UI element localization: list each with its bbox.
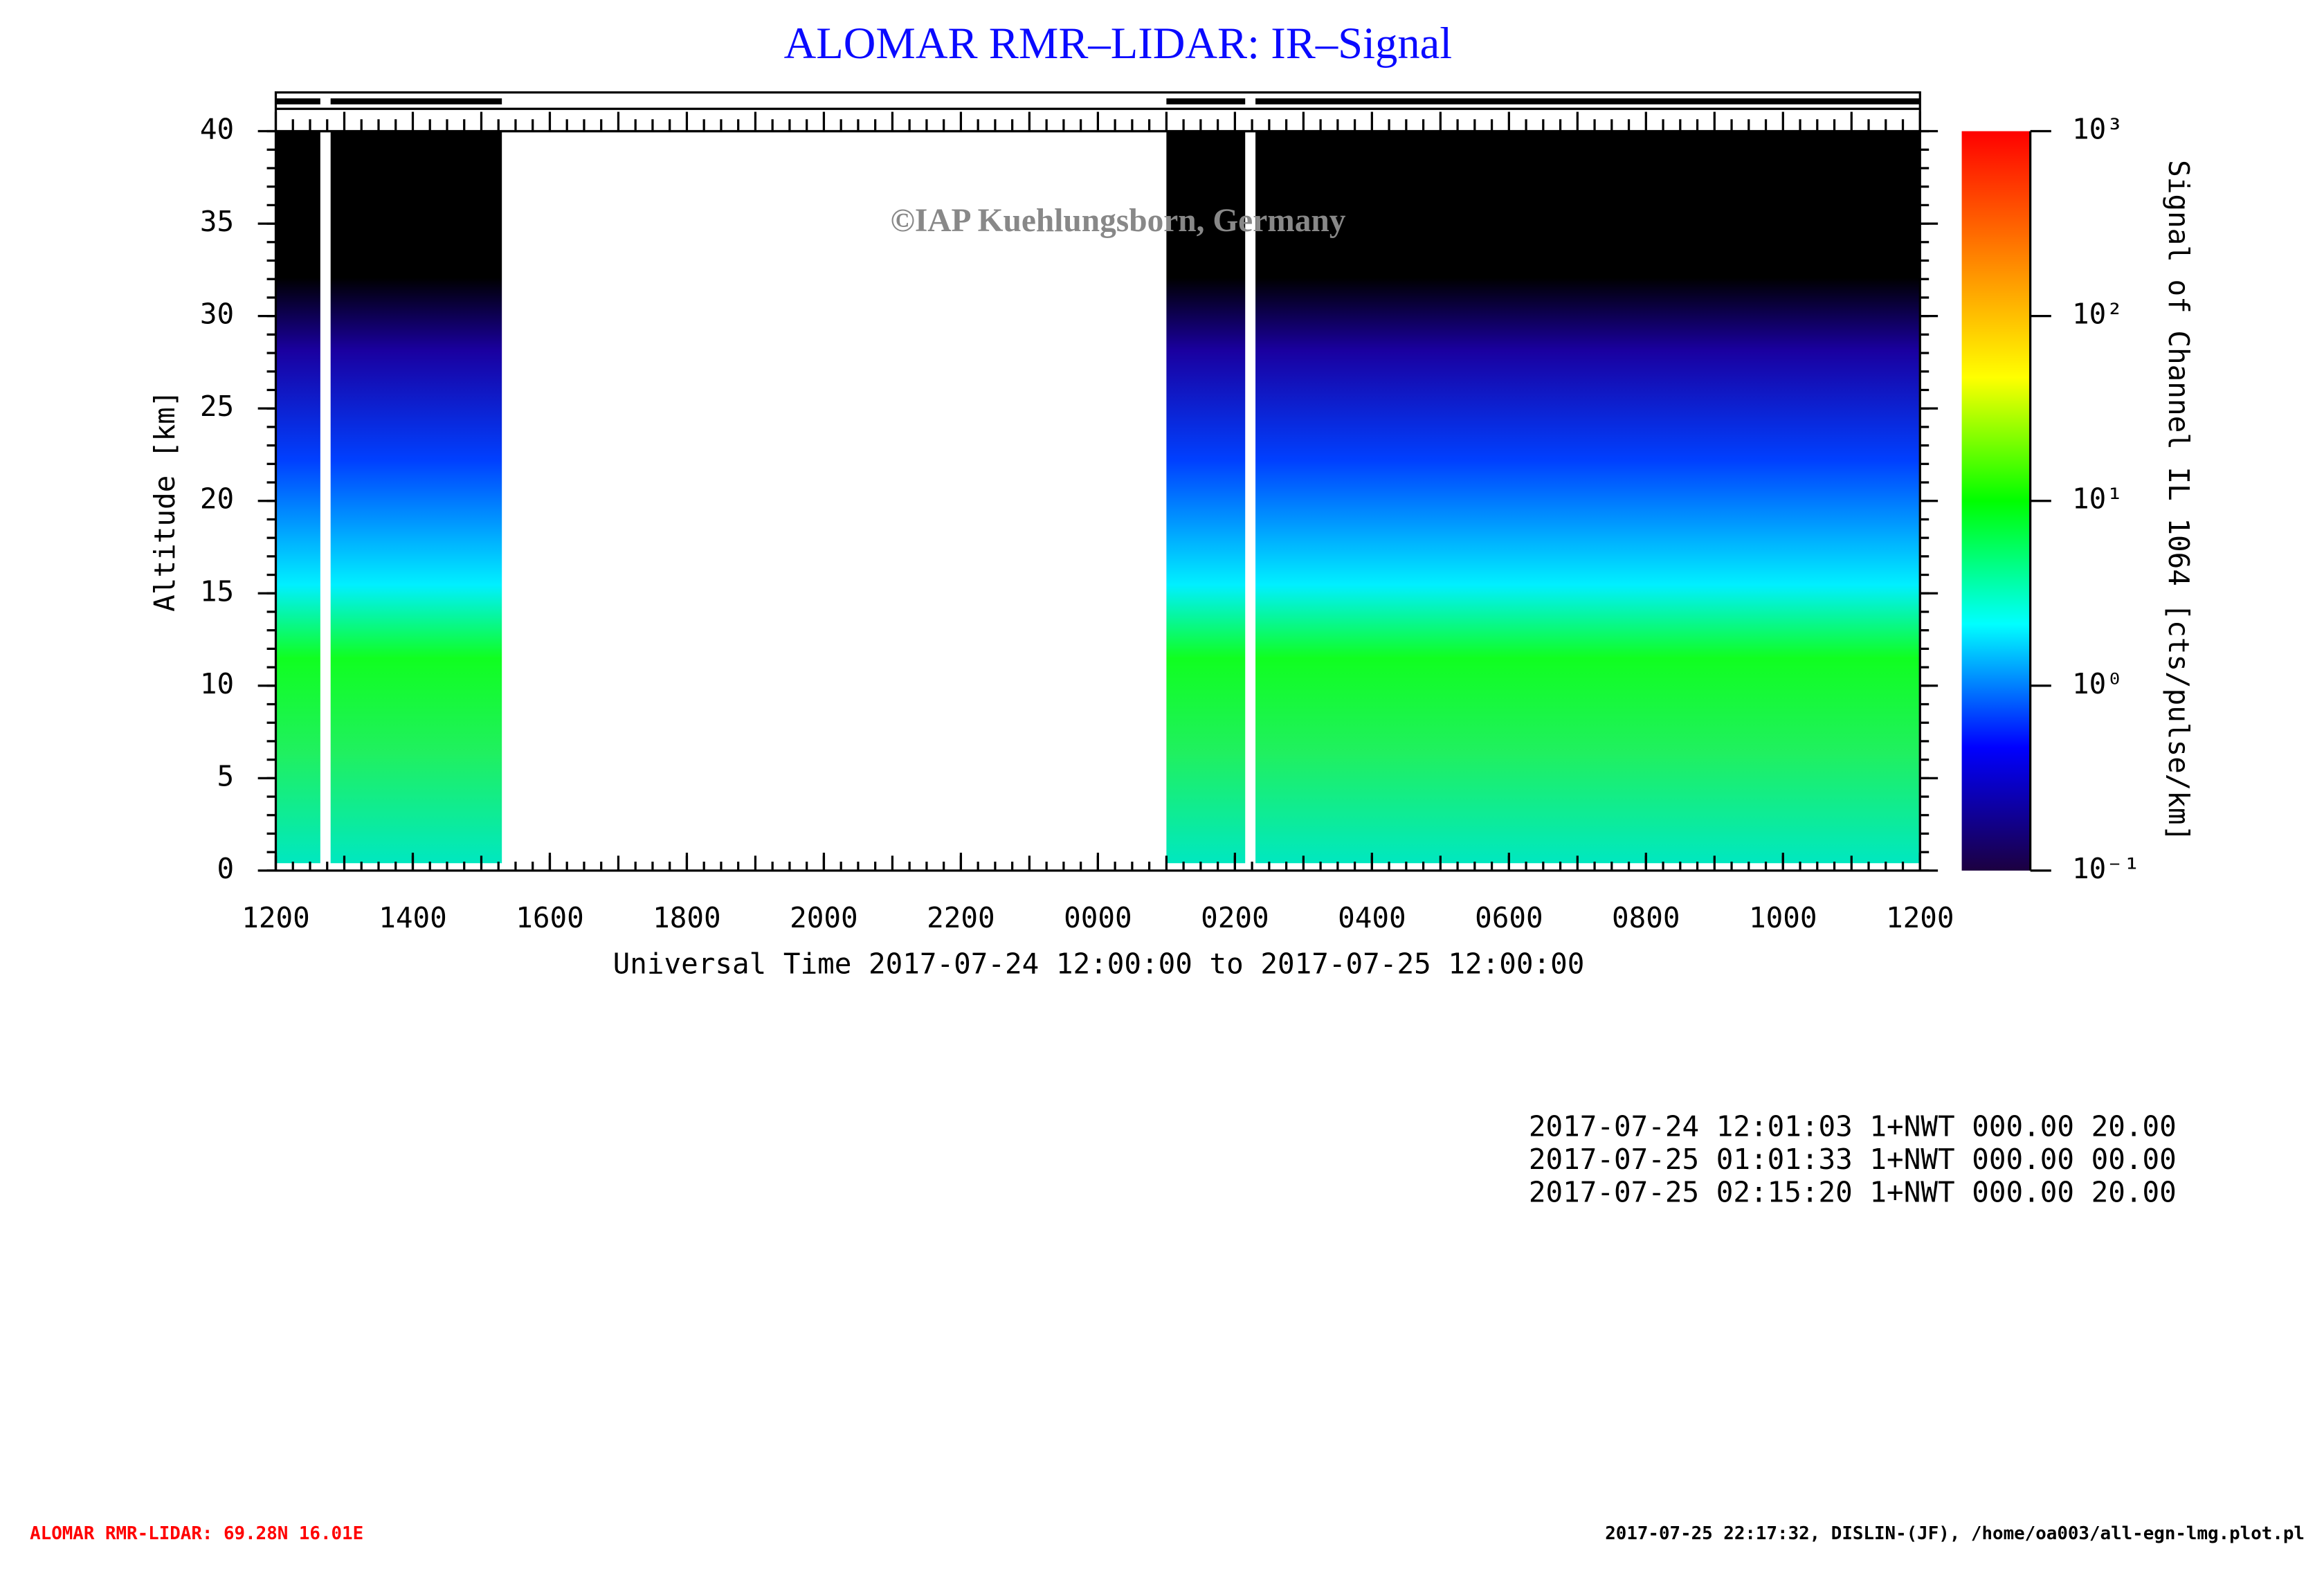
- x-tick-label: 1400: [379, 901, 447, 934]
- x-tick-label: 1800: [653, 901, 721, 934]
- x-tick-label: 2200: [927, 901, 995, 934]
- colorbar-tick-label: 10³: [2072, 113, 2123, 146]
- data-availability-bar: [330, 98, 502, 105]
- colorbar-tick-label: 10⁻¹: [2072, 852, 2141, 885]
- x-tick-label: 0600: [1475, 901, 1543, 934]
- info-line: 2017-07-25 01:01:33 1+NWT 000.00 00.00: [1529, 1143, 2177, 1176]
- data-availability-bar: [1255, 98, 1921, 105]
- data-block: [275, 131, 320, 864]
- x-tick-label: 2000: [790, 901, 858, 934]
- colorbar-tick-label: 10¹: [2072, 482, 2123, 516]
- colorbar: [1961, 131, 2031, 871]
- y-tick-label: 20: [200, 482, 234, 516]
- info-line: 2017-07-25 02:15:20 1+NWT 000.00 20.00: [1529, 1175, 2177, 1208]
- data-block: [1166, 131, 1246, 864]
- x-tick-label: 0200: [1201, 901, 1269, 934]
- y-tick-label: 15: [200, 574, 234, 608]
- x-tick-label: 0800: [1612, 901, 1680, 934]
- y-tick-label: 40: [200, 113, 234, 146]
- colorbar-tick-label: 10⁰: [2072, 667, 2123, 700]
- data-block: [1255, 131, 1921, 864]
- y-tick-label: 25: [200, 390, 234, 423]
- y-tick-label: 0: [217, 852, 235, 885]
- info-line: 2017-07-24 12:01:03 1+NWT 000.00 20.00: [1529, 1110, 2177, 1143]
- colorbar-label: Signal of Channel IL 1064 [cts/pulse/km]: [2162, 160, 2195, 842]
- y-tick-label: 30: [200, 298, 234, 331]
- data-availability-bar: [275, 98, 320, 105]
- colorbar-tick-label: 10²: [2072, 298, 2123, 331]
- data-availability-bar: [1166, 98, 1246, 105]
- watermark: ©IAP Kuehlungsborn, Germany: [890, 203, 1345, 239]
- x-tick-label: 1200: [242, 901, 310, 934]
- y-axis-label: Altitude [km]: [148, 390, 181, 612]
- y-tick-label: 10: [200, 667, 234, 700]
- y-tick-label: 5: [217, 759, 235, 792]
- x-tick-label: 1600: [516, 901, 584, 934]
- x-tick-label: 1200: [1886, 901, 1954, 934]
- x-tick-label: 0000: [1064, 901, 1132, 934]
- footer-left: ALOMAR RMR-LIDAR: 69.28N 16.01E: [30, 1523, 363, 1544]
- data-block: [330, 131, 502, 864]
- footer-right: 2017-07-25 22:17:32, DISLIN-(JF), /home/…: [1605, 1523, 2305, 1544]
- y-tick-label: 35: [200, 205, 234, 238]
- x-tick-label: 1000: [1749, 901, 1817, 934]
- x-axis-label: Universal Time 2017-07-24 12:00:00 to 20…: [613, 947, 1585, 981]
- x-tick-label: 0400: [1338, 901, 1406, 934]
- chart-title: ALOMAR RMR–LIDAR: IR–Signal: [784, 18, 1453, 68]
